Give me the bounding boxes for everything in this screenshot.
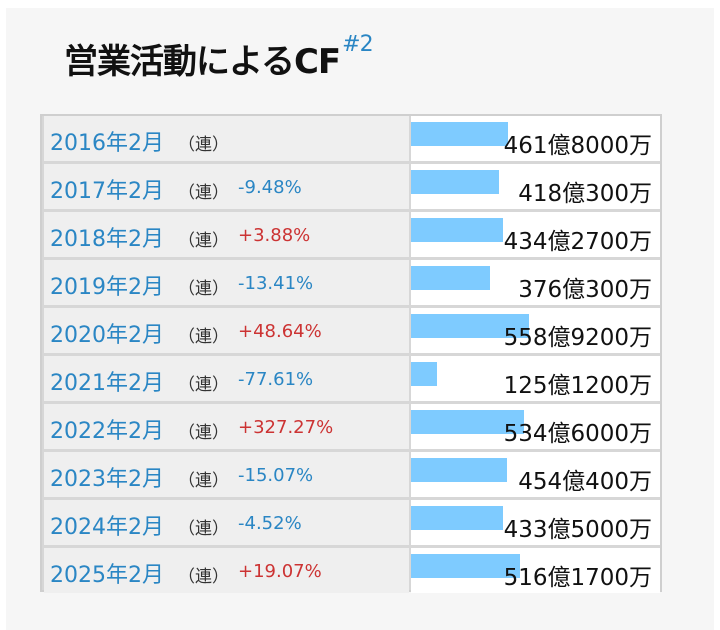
value-cell: 418億300万 <box>411 164 660 209</box>
value-cell: 534億6000万 <box>411 404 660 449</box>
period-link[interactable]: 2016年2月 <box>50 131 164 156</box>
cf-value: 125億1200万 <box>503 373 652 399</box>
value-bar <box>411 266 490 290</box>
period-link[interactable]: 2025年2月 <box>50 563 164 588</box>
value-cell: 461億8000万 <box>411 116 660 161</box>
period-cell: 2018年2月 （連） +3.88% <box>44 212 409 257</box>
period-cell: 2021年2月 （連） -77.61% <box>44 356 409 401</box>
table-row: 2019年2月 （連） -13.41% 376億300万 <box>42 260 660 305</box>
value-bar <box>411 362 437 386</box>
period-cell: 2016年2月 （連） <box>44 116 409 161</box>
value-bar <box>411 554 520 578</box>
change-percent: -13.41% <box>238 273 314 294</box>
period-link[interactable]: 2021年2月 <box>50 371 164 396</box>
value-bar <box>411 410 524 434</box>
period-link[interactable]: 2024年2月 <box>50 515 164 540</box>
consolidated-label: （連） <box>178 135 229 155</box>
cf-value: 454億400万 <box>518 469 652 495</box>
value-cell: 454億400万 <box>411 452 660 497</box>
period-link[interactable]: 2023年2月 <box>50 467 164 492</box>
cf-table: 2016年2月 （連） 461億8000万 2017年2月 （連） -9.48% 418億3… <box>40 114 662 593</box>
cf-value: 418億300万 <box>518 181 652 207</box>
table-row: 2020年2月 （連） +48.64% 558億9200万 <box>42 308 660 353</box>
cf-value: 558億9200万 <box>503 325 652 351</box>
change-percent: -4.52% <box>238 513 302 534</box>
table-row: 2021年2月 （連） -77.61% 125億1200万 <box>42 356 660 401</box>
table-row: 2024年2月 （連） -4.52% 433億5000万 <box>42 500 660 545</box>
period-cell: 2023年2月 （連） -15.07% <box>44 452 409 497</box>
period-cell: 2025年2月 （連） +19.07% <box>44 548 409 593</box>
period-cell: 2017年2月 （連） -9.48% <box>44 164 409 209</box>
table-row: 2022年2月 （連） +327.27% 534億6000万 <box>42 404 660 449</box>
value-cell: 434億2700万 <box>411 212 660 257</box>
consolidated-label: （連） <box>178 279 229 299</box>
value-bar <box>411 314 529 338</box>
cf-value: 434億2700万 <box>503 229 652 255</box>
consolidated-label: （連） <box>178 327 229 347</box>
change-percent: -15.07% <box>238 465 314 486</box>
consolidated-label: （連） <box>178 423 229 443</box>
consolidated-label: （連） <box>178 183 229 203</box>
period-link[interactable]: 2022年2月 <box>50 419 164 444</box>
value-bar <box>411 458 507 482</box>
consolidated-label: （連） <box>178 471 229 491</box>
period-link[interactable]: 2017年2月 <box>50 179 164 204</box>
footnote-link[interactable]: #2 <box>342 32 373 57</box>
table-row: 2016年2月 （連） 461億8000万 <box>42 116 660 161</box>
change-percent: +48.64% <box>238 321 322 342</box>
change-percent: -77.61% <box>238 369 314 390</box>
value-cell: 376億300万 <box>411 260 660 305</box>
page-title: 営業活動によるCF#2 <box>64 32 374 83</box>
consolidated-label: （連） <box>178 519 229 539</box>
period-cell: 2022年2月 （連） +327.27% <box>44 404 409 449</box>
period-cell: 2019年2月 （連） -13.41% <box>44 260 409 305</box>
change-percent: +327.27% <box>238 417 334 438</box>
value-bar <box>411 122 508 146</box>
value-bar <box>411 506 503 530</box>
period-cell: 2024年2月 （連） -4.52% <box>44 500 409 545</box>
period-link[interactable]: 2018年2月 <box>50 227 164 252</box>
change-percent: -9.48% <box>238 177 302 198</box>
value-cell: 433億5000万 <box>411 500 660 545</box>
period-cell: 2020年2月 （連） +48.64% <box>44 308 409 353</box>
period-link[interactable]: 2020年2月 <box>50 323 164 348</box>
consolidated-label: （連） <box>178 375 229 395</box>
cf-value: 534億6000万 <box>503 421 652 447</box>
cf-value: 516億1700万 <box>503 565 652 591</box>
value-bar <box>411 170 499 194</box>
change-percent: +19.07% <box>238 561 322 582</box>
title-text: 営業活動によるCF <box>64 42 341 82</box>
consolidated-label: （連） <box>178 231 229 251</box>
value-cell: 516億1700万 <box>411 548 660 593</box>
cf-value: 461億8000万 <box>503 133 652 159</box>
table-row: 2025年2月 （連） +19.07% 516億1700万 <box>42 548 660 593</box>
table-row: 2018年2月 （連） +3.88% 434億2700万 <box>42 212 660 257</box>
value-bar <box>411 218 503 242</box>
table-row: 2023年2月 （連） -15.07% 454億400万 <box>42 452 660 497</box>
consolidated-label: （連） <box>178 567 229 587</box>
change-percent: +3.88% <box>238 225 311 246</box>
period-link[interactable]: 2019年2月 <box>50 275 164 300</box>
value-cell: 125億1200万 <box>411 356 660 401</box>
value-cell: 558億9200万 <box>411 308 660 353</box>
table-row: 2017年2月 （連） -9.48% 418億300万 <box>42 164 660 209</box>
cf-value: 376億300万 <box>518 277 652 303</box>
cf-value: 433億5000万 <box>503 517 652 543</box>
